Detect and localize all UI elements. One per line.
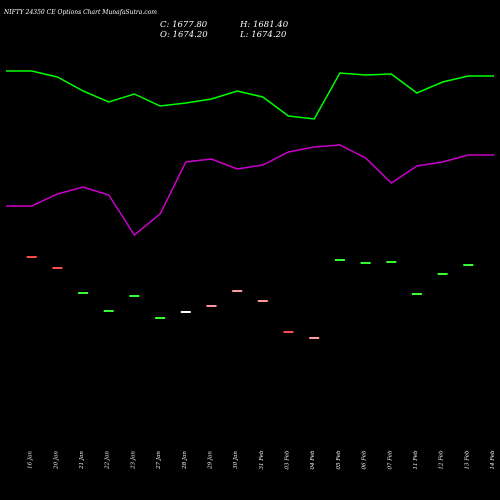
chart-title: NIFTY 24350 CE Options Chart MunafaSutra… xyxy=(4,9,157,16)
x-tick-label: 28 Jan xyxy=(182,451,188,470)
x-tick-label: 05 Feb xyxy=(336,450,342,470)
candle-mark-10 xyxy=(257,300,268,302)
close-value: C: 1677.80 xyxy=(160,20,208,30)
candle-mark-13 xyxy=(334,259,345,261)
x-tick-label: 11 Feb xyxy=(413,450,419,470)
x-tick-label: 29 Jan xyxy=(208,451,214,470)
x-tick-label: 20 Jan xyxy=(53,451,59,470)
x-tick-label: 12 Feb xyxy=(439,450,445,470)
x-tick-label: 27 Jan xyxy=(156,451,162,470)
low-value: L: 1674.20 xyxy=(240,30,287,40)
x-tick-label: 03 Feb xyxy=(285,450,291,470)
candle-mark-15 xyxy=(386,261,397,263)
high-value: H: 1681.40 xyxy=(240,20,289,30)
candle-mark-8 xyxy=(206,305,217,307)
x-tick-label: 16 Jan xyxy=(28,451,34,469)
x-axis-labels: 16 Jan 20 Jan 21 Jan 22 Jan 23 Jan 27 Jan 28 J… xyxy=(28,450,496,470)
candle-mark-12 xyxy=(309,337,320,339)
x-tick-label: 22 Jan xyxy=(105,451,111,470)
series-lines xyxy=(6,70,494,237)
x-tick-label: 21 Jan xyxy=(79,451,85,470)
candle-mark-9 xyxy=(232,290,243,292)
candle-mark-16 xyxy=(411,293,422,295)
series-line-1 xyxy=(6,70,494,120)
x-tick-label: 14 Feb xyxy=(490,450,496,470)
x-tick-label: 06 Feb xyxy=(362,450,368,470)
candle-mark-3 xyxy=(78,292,89,294)
candle-mark-14 xyxy=(360,262,371,264)
candle-mark-18 xyxy=(463,264,474,266)
x-tick-label: 07 Feb xyxy=(387,450,393,470)
candle-mark-1 xyxy=(26,256,37,258)
candle-mark-5 xyxy=(129,295,140,297)
x-tick-label: 04 Feb xyxy=(310,450,316,470)
candle-marks xyxy=(26,256,474,339)
candle-mark-7 xyxy=(180,311,191,313)
series-line-2 xyxy=(6,144,494,237)
candle-mark-2 xyxy=(52,267,63,269)
candle-mark-4 xyxy=(103,310,114,312)
candle-mark-11 xyxy=(283,331,294,333)
x-tick-label: 23 Jan xyxy=(130,451,136,470)
x-tick-label: 30 Jan xyxy=(233,451,239,469)
candle-mark-6 xyxy=(155,317,166,319)
candle-mark-17 xyxy=(437,273,448,275)
open-value: O: 1674.20 xyxy=(160,30,208,40)
x-tick-label: 13 Feb xyxy=(464,450,470,470)
x-tick-label: 31 Feb xyxy=(259,450,265,470)
